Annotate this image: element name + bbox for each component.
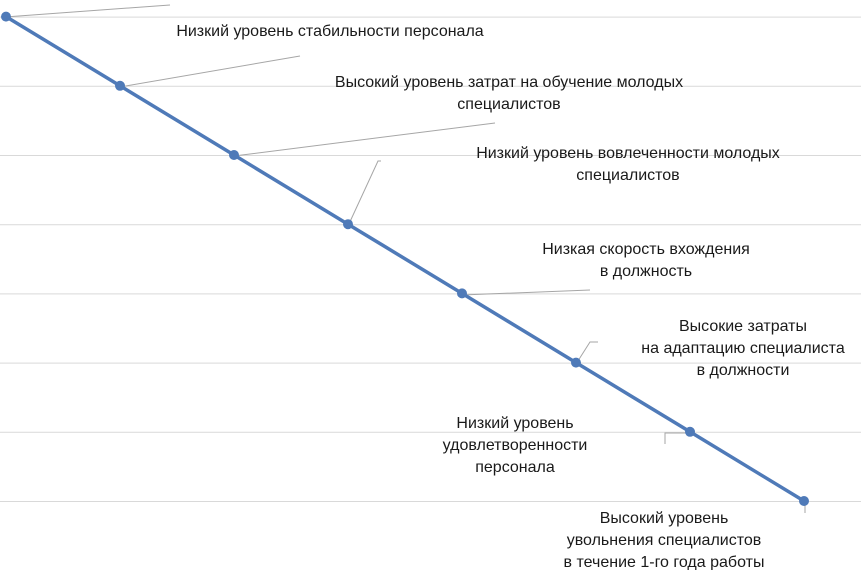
annotation-leader bbox=[4, 4, 171, 18]
annotation-leader bbox=[119, 55, 301, 88]
annotation-label: Высокие затраты на адаптацию специалиста в… bbox=[641, 318, 845, 379]
annotation-leader bbox=[233, 122, 496, 157]
annotation-label-line: Высокие затраты bbox=[679, 318, 807, 335]
annotation-leader bbox=[461, 289, 591, 296]
annotation-leader bbox=[347, 160, 381, 227]
annotation-label-line: персонала bbox=[475, 459, 555, 476]
annotation-leaders bbox=[4, 4, 806, 513]
annotation-label-line: Низкий уровень вовлеченности молодых bbox=[476, 145, 780, 162]
annotation-leader bbox=[664, 432, 690, 444]
annotation-label: Низкая скорость вхождения в должность bbox=[542, 241, 750, 280]
annotation-label: Низкий уровень вовлеченности молодых спец… bbox=[476, 145, 780, 184]
annotation-label-line: увольнения специалистов bbox=[567, 532, 762, 549]
annotation-label-line: специалистов bbox=[457, 96, 560, 113]
data-point bbox=[457, 288, 467, 299]
annotation-label: Низкий уровень удовлетворенности персонала bbox=[443, 415, 588, 476]
annotation-label: Высокий уровень затрат на обучение молод… bbox=[335, 74, 683, 113]
gridlines bbox=[0, 16, 861, 502]
annotation-label-line: Низкая скорость вхождения bbox=[542, 241, 750, 258]
annotation-label-line: Высокий уровень затрат на обучение молод… bbox=[335, 74, 683, 91]
annotation-label-line: Низкий уровень стабильности персонала bbox=[176, 23, 483, 40]
annotation-leader bbox=[575, 341, 598, 365]
annotation-label-line: в должности bbox=[697, 362, 790, 379]
annotation-label-line: в должность bbox=[600, 263, 692, 280]
data-point bbox=[799, 496, 809, 506]
data-point bbox=[115, 80, 125, 91]
data-point bbox=[1, 11, 11, 22]
data-point bbox=[571, 357, 581, 368]
annotation-label-line: в течение 1-го года работы bbox=[564, 554, 765, 570]
series-line bbox=[5, 15, 805, 503]
data-point bbox=[685, 426, 695, 437]
annotation-label-line: Низкий уровень bbox=[456, 415, 573, 432]
annotation-label-line: специалистов bbox=[576, 167, 679, 184]
annotation-label-line: Высокий уровень bbox=[600, 510, 729, 527]
series-layer bbox=[1, 11, 809, 506]
annotation-label: Низкий уровень стабильности персонала bbox=[176, 23, 483, 40]
annotation-labels: Низкий уровень стабильности персонала Выс… bbox=[176, 23, 845, 570]
annotation-label-line: удовлетворенности bbox=[443, 437, 588, 454]
annotation-label: Высокий уровень увольнения специалистов в … bbox=[564, 510, 765, 570]
data-point bbox=[343, 219, 353, 230]
data-point bbox=[229, 150, 239, 160]
annotation-label-line: на адаптацию специалиста bbox=[641, 340, 845, 357]
